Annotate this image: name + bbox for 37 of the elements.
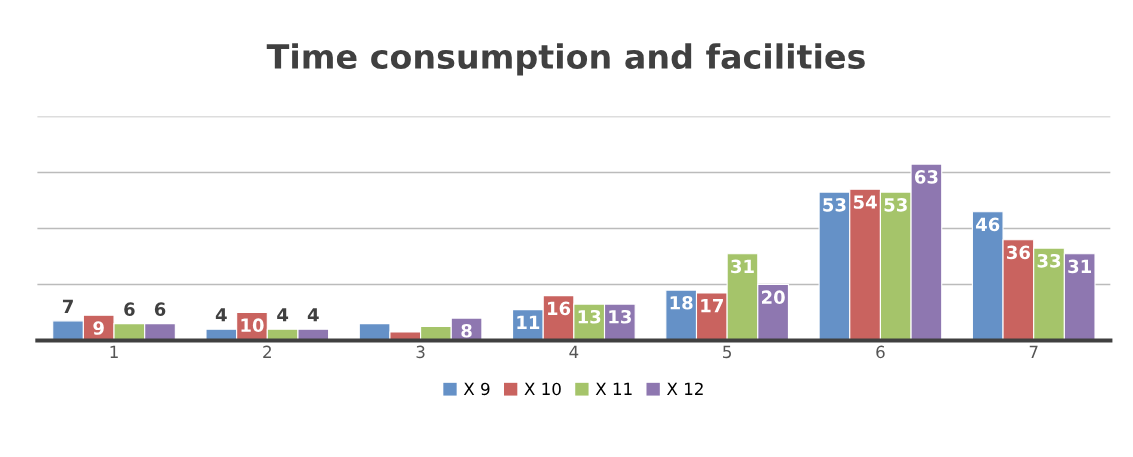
x-tick-label: 3 bbox=[416, 345, 425, 359]
data-label: 4 bbox=[215, 308, 227, 322]
data-label: 10 bbox=[241, 318, 264, 333]
data-label: 16 bbox=[548, 301, 571, 316]
data-label: 13 bbox=[609, 309, 631, 324]
legend-label: X 11 bbox=[595, 382, 632, 395]
data-label: 8 bbox=[461, 323, 472, 338]
legend-label: X 10 bbox=[524, 382, 561, 396]
data-label: 53 bbox=[884, 197, 907, 212]
data-label: 17 bbox=[701, 298, 723, 313]
x-tick-label: 5 bbox=[723, 345, 731, 359]
data-label: 4 bbox=[277, 308, 289, 322]
data-label: 9 bbox=[93, 321, 104, 335]
data-label: 20 bbox=[761, 290, 785, 305]
data-label: 54 bbox=[853, 195, 877, 209]
data-label: 31 bbox=[731, 259, 754, 274]
data-label: 4 bbox=[307, 308, 319, 322]
x-tick-label: 4 bbox=[569, 345, 579, 358]
x-tick-label: 7 bbox=[1029, 345, 1038, 358]
data-label: 36 bbox=[1007, 245, 1030, 260]
data-label: 11 bbox=[517, 315, 540, 329]
data-label: 63 bbox=[914, 169, 938, 184]
data-label: 7 bbox=[62, 299, 73, 313]
data-label: 46 bbox=[975, 217, 1000, 232]
legend-label: X 12 bbox=[666, 382, 703, 395]
data-label: 13 bbox=[578, 309, 601, 324]
legend-label: X 9 bbox=[463, 382, 490, 396]
x-tick-label: 6 bbox=[876, 345, 885, 359]
data-label: 18 bbox=[670, 295, 693, 310]
data-label: 53 bbox=[823, 197, 846, 212]
data-label: 6 bbox=[124, 302, 135, 317]
chart-title: Time consumption and facilities bbox=[266, 43, 865, 76]
data-label: 33 bbox=[1037, 253, 1061, 268]
data-label: 6 bbox=[154, 302, 166, 317]
data-label: 31 bbox=[1068, 259, 1092, 274]
x-tick-label: 2 bbox=[263, 345, 271, 358]
x-tick-label: 1 bbox=[110, 345, 118, 358]
